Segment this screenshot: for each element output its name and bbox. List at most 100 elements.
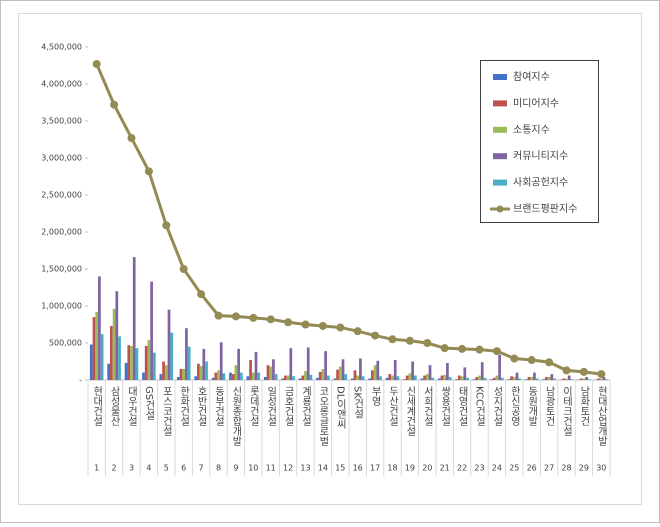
x-tick-label: 대우건설 [126,386,138,426]
bar [249,360,252,380]
bar [528,377,531,380]
line-marker [528,356,536,364]
bar [484,378,487,380]
bar [431,378,434,380]
bar [182,369,185,380]
line-marker [510,355,518,363]
bar [194,376,197,380]
rank-label: 12 [283,464,293,473]
x-tick-label: 신원종합개발 [230,386,242,446]
rank-label: 7 [199,464,204,473]
bar [354,370,357,380]
rank-label: 6 [181,464,186,473]
x-tick-label: 성지건설 [491,386,503,426]
bar [344,374,347,380]
bar [568,376,571,380]
x-tick-label: 남화토건 [578,386,590,426]
bar [160,374,163,380]
legend-swatch [493,180,507,186]
bar [426,374,429,380]
bar [180,369,183,380]
line-marker [441,344,449,352]
bar [409,373,412,380]
bar [421,379,424,380]
bar [536,379,539,380]
bar [571,379,574,380]
bar [177,377,180,380]
x-tick-label: 한신공영 [508,386,520,426]
legend-label: 사회공헌지수 [513,177,568,189]
line-marker [597,370,605,378]
bar [110,326,113,380]
x-tick-label: 동부건설 [213,386,225,426]
bar [388,374,391,380]
bar [362,376,365,380]
rank-label: 2 [112,464,117,473]
x-tick-label: 신세계건설 [404,386,416,436]
bar [101,334,104,380]
legend-box [481,61,599,223]
bar [496,376,499,380]
rank-label: 11 [266,464,276,473]
bar [376,361,379,380]
bar [125,363,128,380]
bar [232,374,235,380]
bar [299,379,302,380]
bar [145,346,148,380]
bar [281,379,284,380]
x-tick-label: 쌍용건설 [439,386,451,426]
bar [324,351,327,380]
bar [188,347,191,380]
bar [478,376,481,380]
bar [269,367,272,380]
bar [461,376,464,380]
y-tick-label: 500,000 [49,339,82,348]
rank-label: 21 [440,464,450,473]
x-tick-label: 코오롱글로벌 [317,386,329,446]
x-tick-label: GS건설 [143,386,155,420]
bar [429,365,432,380]
bar [605,379,608,380]
line-marker [180,265,188,273]
bar [481,362,484,380]
bar [107,364,110,380]
bar [585,377,588,380]
rank-label: 16 [353,464,363,473]
bar [212,378,215,380]
bar [255,352,258,380]
bar [446,363,449,380]
bar [252,373,255,380]
y-tick-label: 4,500,000 [41,43,82,52]
bar [142,373,145,380]
bar [588,379,591,380]
x-tick-label: 동원개발 [526,386,538,426]
x-tick-label: 삼성물산 [108,386,120,426]
line-marker [389,335,397,343]
x-tick-label: 포스코건설 [160,386,172,436]
x-tick-label: KCC건설 [474,386,486,426]
x-tick-label: SK건설 [352,386,364,419]
rank-label: 25 [509,464,519,473]
bar [493,378,496,380]
line-marker [458,345,466,353]
bar [301,376,304,380]
bar [455,379,458,380]
rank-label: 3 [129,464,134,473]
rank-label: 28 [561,464,571,473]
bar [513,377,516,380]
bar [202,349,205,380]
bar [322,369,325,380]
x-tick-label: 한화건설 [178,386,190,426]
bar [583,379,586,380]
y-tick-label: 3,000,000 [41,154,82,163]
bar [356,376,359,380]
rank-label: 5 [164,464,169,473]
bar [334,379,337,380]
bar [498,355,501,380]
bar [165,365,168,380]
bar [275,374,278,380]
bar [403,379,406,380]
bar [223,373,226,380]
rank-label: 9 [233,464,238,473]
x-tick-label: 롯데건설 [247,386,259,426]
